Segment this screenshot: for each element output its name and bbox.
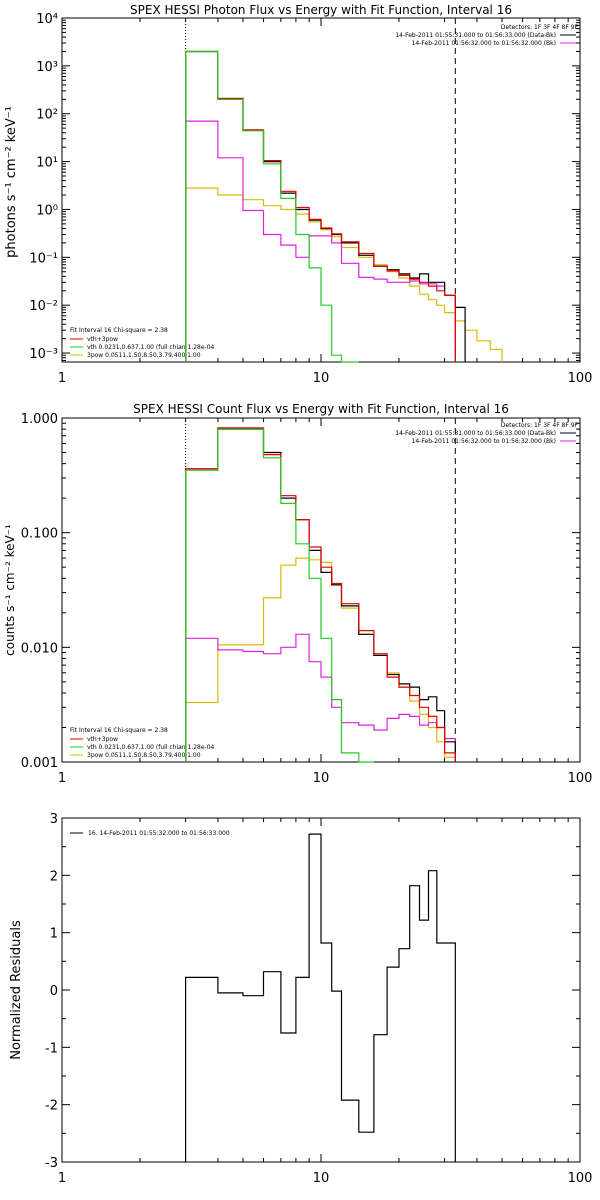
- residuals-panel: Normalized Residuals 16. 14-Feb-2011 01:…: [9, 830, 230, 1060]
- photon-x-tick-label: 10: [313, 371, 330, 386]
- photon-series-bk: [185, 120, 456, 362]
- photon-plot-frame: [61, 17, 581, 363]
- residuals-y-tick-label: -3: [45, 1156, 58, 1171]
- residuals-y-tick-label: -1: [45, 1041, 58, 1056]
- residuals-y-tick-label: 3: [50, 812, 58, 827]
- photon-info-databk: 14-Feb-2011 01:55:31.000 to 01:56:33.000…: [395, 32, 556, 39]
- photon-fit-3pow: 3pow 0.0511,1.50,8.50,3.79,400,1.00: [87, 352, 201, 359]
- count-info-top: Detectors: 1F 3F 4F 8F 9F 14-Feb-2011 01…: [395, 422, 578, 445]
- photon-x-tick-label: 1: [58, 371, 66, 386]
- residuals-legend-entry: 16. 14-Feb-2011 01:55:32.000 to 01:56:33…: [88, 830, 230, 837]
- count-fit-total: vth+3pow: [87, 736, 118, 743]
- count-y-tick-label: 0.010: [21, 641, 58, 656]
- count-info-detectors: Detectors: 1F 3F 4F 8F 9F: [501, 422, 579, 429]
- count-fit-vth: vth 0.0231,0.637,1.00 (full chian 1.28e-…: [87, 744, 215, 751]
- residuals-y-tick-label: 2: [50, 869, 58, 884]
- residuals-series-16-14-feb-2011-01-55-32-000-to-01-56-33-000: [185, 833, 456, 1162]
- residuals-x-tick-label: 1: [58, 1171, 66, 1186]
- photon-y-tick-label: 10¹: [36, 156, 58, 171]
- photon-y-tick-label: 10⁻³: [29, 347, 58, 362]
- photon-x-tick-label: 100: [568, 371, 593, 386]
- count-fit-info: Fit Interval 16 Chi-square = 2.38 vth+3p…: [70, 727, 215, 759]
- photon-panel-title: SPEX HESSI Photon Flux vs Energy with Fi…: [130, 3, 512, 17]
- residuals-x-tick-label: 100: [568, 1171, 593, 1186]
- count-info-databk: 14-Feb-2011 01:55:31.000 to 01:56:33.000…: [395, 430, 556, 437]
- photon-fit-info: Fit Interval 16 Chi-square = 2.38 vth+3p…: [70, 327, 215, 359]
- photon-panel-ylabel: photons s⁻¹ cm⁻² keV⁻¹: [4, 106, 19, 258]
- photon-series-vth-3pow: [185, 50, 456, 362]
- count-series-vth: [185, 428, 374, 763]
- photon-flux-plot: 1 10 100 10⁻³ 10⁻² 10⁻¹ 10⁰ 10¹ 10² 10³ 10⁴: [29, 12, 592, 386]
- count-flux-plot: 1 10 100 0.001 0.010 0.100 1.000: [21, 412, 593, 786]
- count-flux-panel: SPEX HESSI Count Flux vs Energy with Fit…: [3, 402, 579, 759]
- residuals-y-tick-label: -2: [45, 1099, 58, 1114]
- photon-series-3pow: [185, 187, 503, 362]
- photon-y-tick-label: 10⁴: [36, 12, 58, 27]
- photon-y-tick-label: 10³: [36, 60, 58, 75]
- count-panel-ylabel: counts s⁻¹ cm⁻² keV⁻¹: [3, 524, 17, 656]
- count-fit-3pow: 3pow 0.0511,1.50,8.50,3.79,400,1.00: [87, 752, 201, 759]
- count-y-tick-label: 0.001: [21, 756, 58, 771]
- photon-fit-header: Fit Interval 16 Chi-square = 2.38: [70, 327, 168, 334]
- count-y-tick-label: 1.000: [21, 412, 58, 427]
- count-x-tick-label: 1: [58, 771, 66, 786]
- photon-info-detectors: Detectors: 1F 3F 4F 8F 9F: [501, 24, 579, 31]
- photon-y-tick-label: 10⁻²: [29, 299, 58, 314]
- residuals-x-tick-label: 10: [313, 1171, 330, 1186]
- count-x-tick-label: 100: [568, 771, 593, 786]
- count-info-bk: 14-Feb-2011 01:56:32.000 to 01:56:32.000…: [412, 438, 556, 445]
- residuals-y-tick-label: 0: [50, 984, 58, 999]
- count-panel-title: SPEX HESSI Count Flux vs Energy with Fit…: [133, 402, 509, 416]
- photon-y-tick-label: 10⁻¹: [29, 251, 58, 266]
- photon-info-top: Detectors: 1F 3F 4F 8F 9F 14-Feb-2011 01…: [395, 24, 578, 47]
- photon-fit-vth: vth 0.0231,0.637,1.00 (full chian 1.28e-…: [87, 344, 215, 351]
- photon-y-tick-label: 10²: [36, 108, 58, 123]
- photon-fit-total: vth+3pow: [87, 336, 118, 343]
- photon-y-tick-label: 10⁰: [36, 203, 58, 218]
- photon-flux-panel: SPEX HESSI Photon Flux vs Energy with Fi…: [4, 3, 579, 359]
- residuals-panel-ylabel: Normalized Residuals: [9, 920, 24, 1060]
- count-series-vth-3pow: [185, 427, 456, 762]
- residuals-y-tick-label: 1: [50, 927, 58, 942]
- count-fit-header: Fit Interval 16 Chi-square = 2.38: [70, 727, 168, 734]
- photon-info-bk: 14-Feb-2011 01:56:32.000 to 01:56:32.000…: [412, 40, 556, 47]
- count-y-tick-label: 0.100: [21, 527, 58, 542]
- count-x-tick-label: 10: [313, 771, 330, 786]
- count-series-bk: [185, 633, 456, 762]
- photon-series-vth: [185, 50, 359, 363]
